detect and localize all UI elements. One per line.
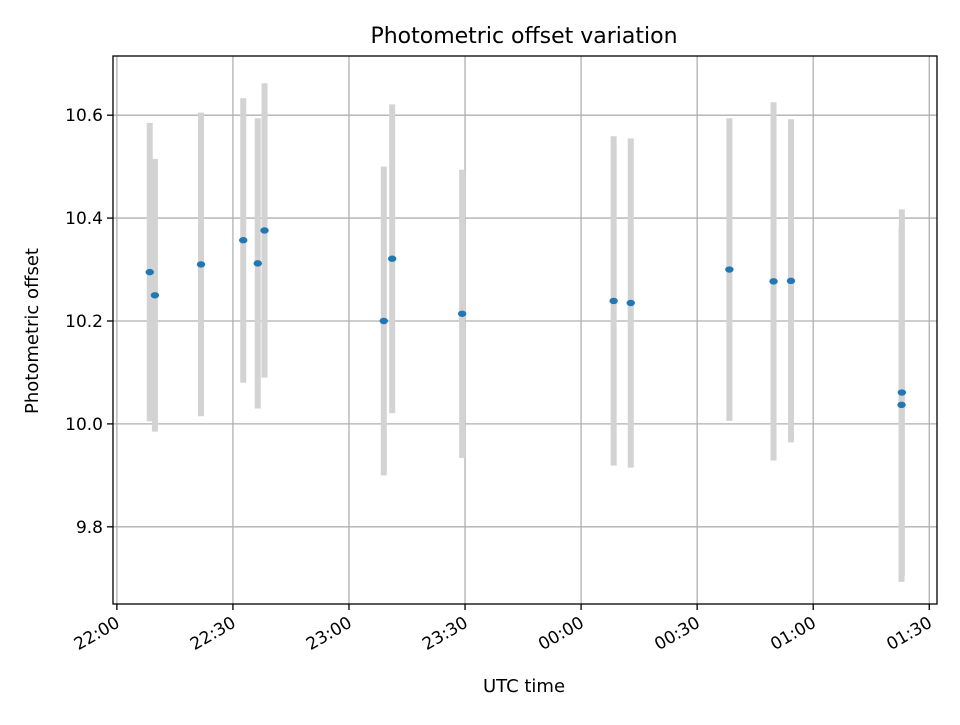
x-axis-label: UTC time xyxy=(483,676,565,697)
data-point xyxy=(769,278,778,285)
chart-title: Photometric offset variation xyxy=(370,24,677,49)
y-tick-label: 10.2 xyxy=(65,312,103,332)
data-point xyxy=(897,401,906,409)
data-point xyxy=(196,261,206,268)
data-point xyxy=(239,237,248,244)
data-point xyxy=(253,260,262,267)
data-point xyxy=(626,299,635,307)
data-point xyxy=(260,227,269,234)
data-point xyxy=(145,268,154,276)
y-tick-label: 10.6 xyxy=(65,106,103,126)
data-point xyxy=(387,255,397,262)
data-point xyxy=(609,297,618,305)
y-tick-label: 10.0 xyxy=(65,415,103,435)
data-point xyxy=(786,277,796,285)
plot-area-frame xyxy=(112,55,938,605)
y-tick-label: 10.4 xyxy=(65,209,103,229)
data-point xyxy=(457,310,467,317)
data-point xyxy=(725,266,734,273)
y-tick-label: 9.8 xyxy=(76,518,103,538)
data-point xyxy=(897,389,907,396)
data-point xyxy=(150,292,160,299)
data-point xyxy=(379,317,388,325)
y-axis-label: Photometric offset xyxy=(22,248,43,414)
